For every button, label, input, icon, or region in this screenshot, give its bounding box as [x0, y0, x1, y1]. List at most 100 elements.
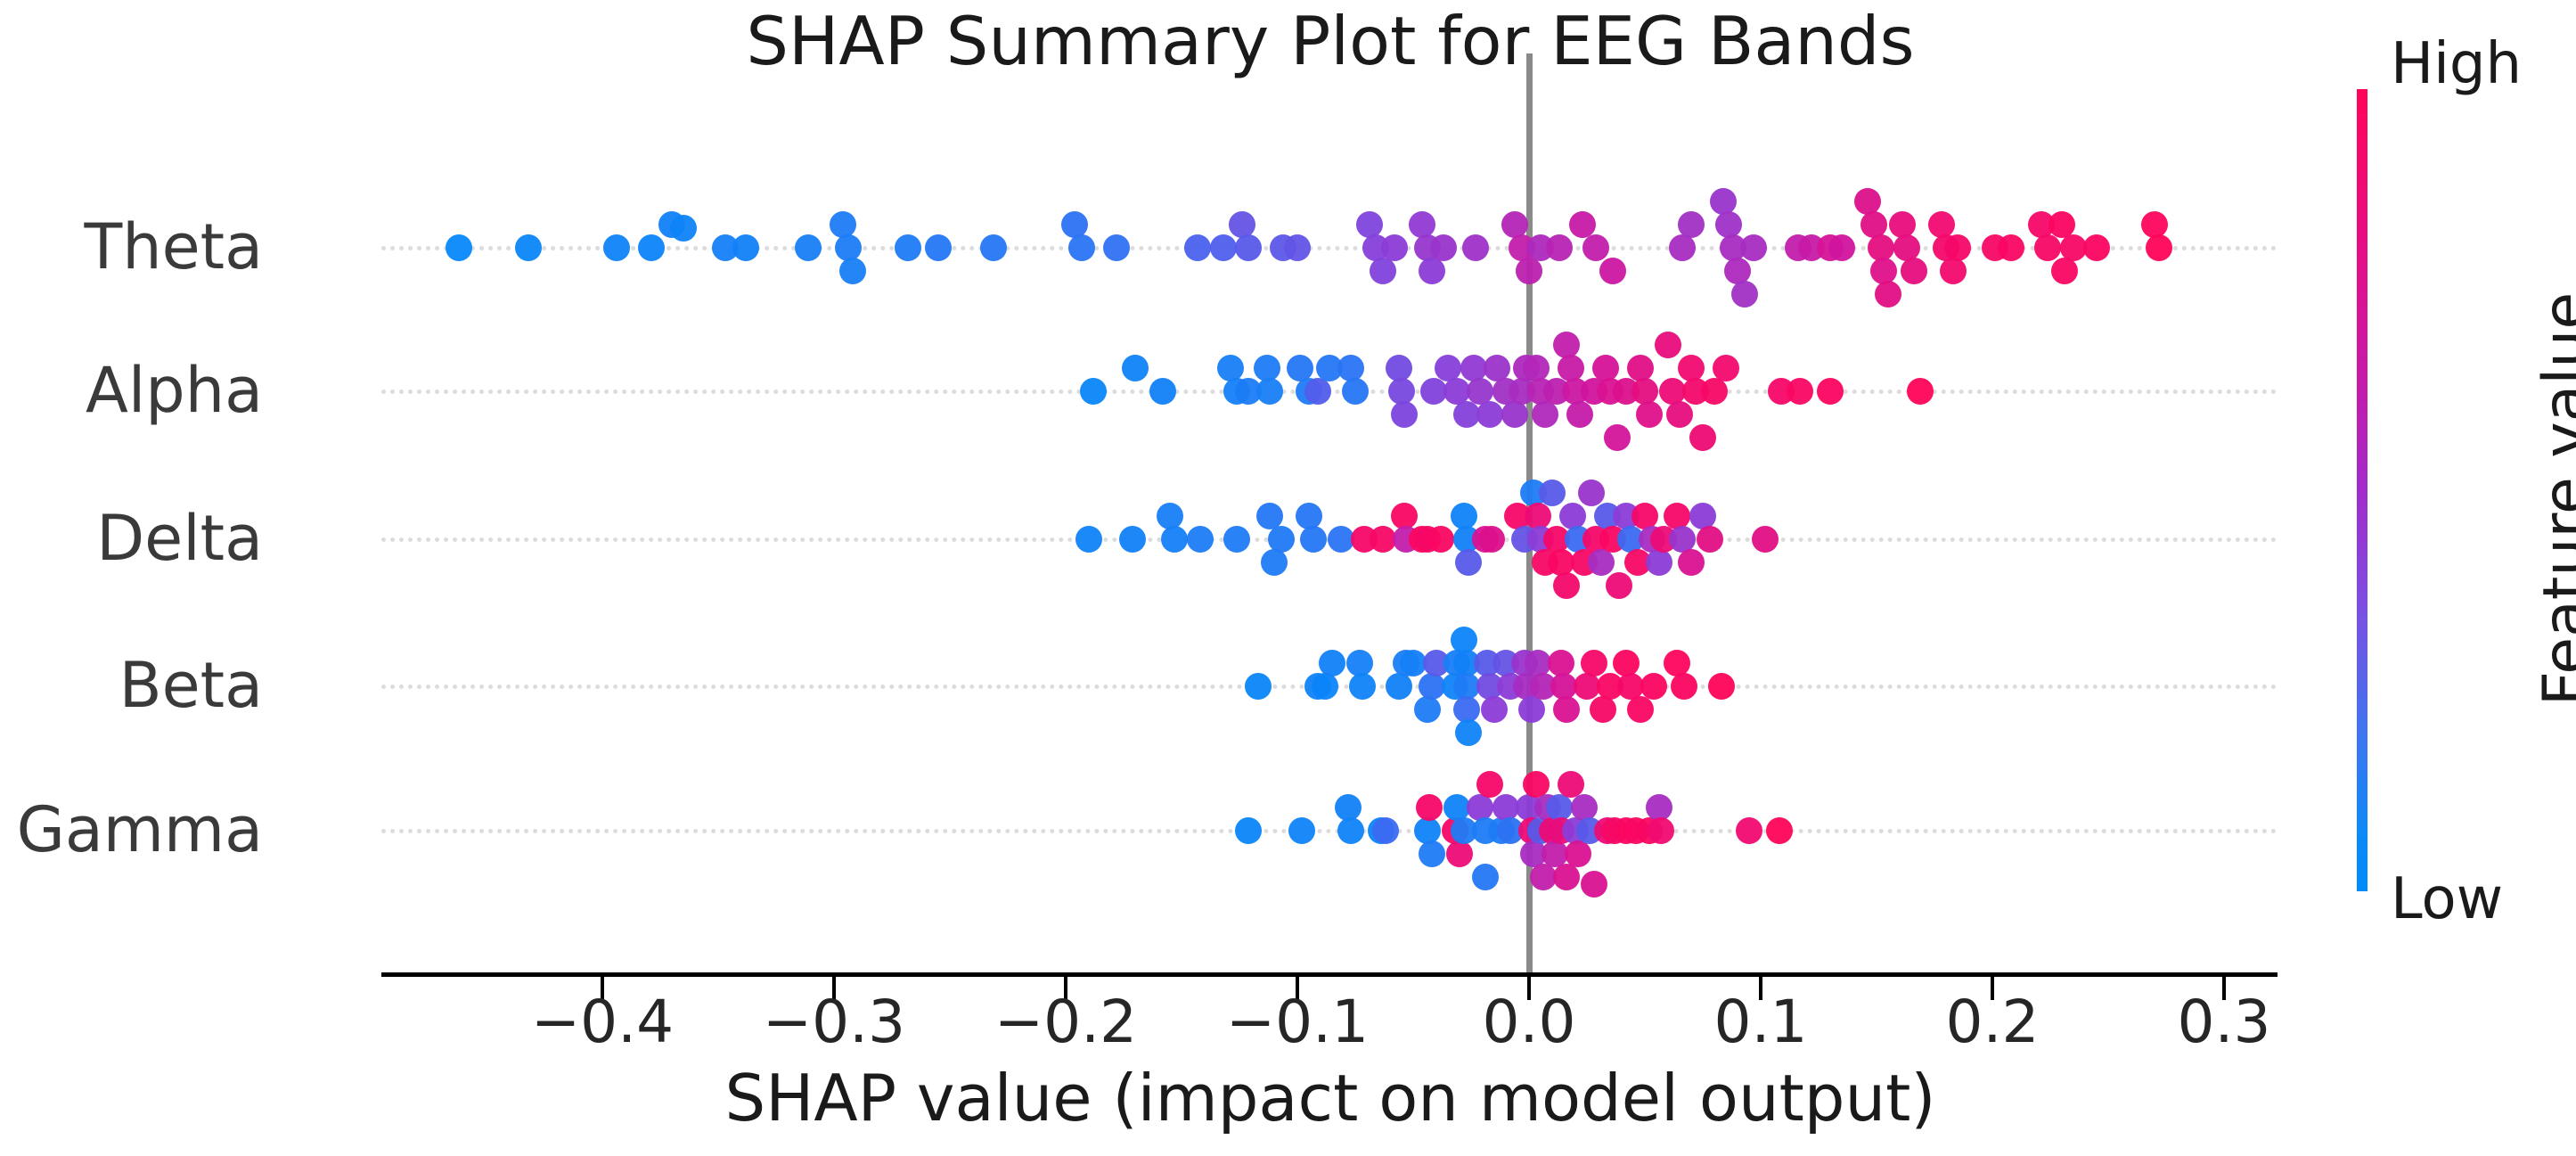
scatter-point [1209, 234, 1237, 261]
scatter-point [1939, 258, 1967, 284]
scatter-point [1296, 503, 1322, 529]
scatter-point [1529, 864, 1557, 890]
x-axis-tick-label: −0.2 [994, 988, 1138, 1056]
scatter-point [1452, 401, 1480, 428]
scatter-point [1557, 771, 1584, 798]
scatter-point [1580, 650, 1607, 676]
y-axis-label: Alpha [85, 354, 263, 427]
scatter-point [1580, 871, 1607, 898]
scatter-point [1545, 794, 1573, 821]
scatter-point [1557, 355, 1584, 381]
scatter-point [1286, 355, 1313, 381]
colorbar-axis-label-text: Feature value [2531, 291, 2576, 707]
colorbar-high-label: High [2391, 31, 2523, 97]
scatter-point [2141, 211, 2168, 238]
x-axis-tick-label: 0.3 [2177, 988, 2271, 1056]
scatter-point [1636, 401, 1664, 428]
scatter-point [1599, 258, 1626, 284]
scatter-point [1571, 794, 1599, 821]
scatter-point [1119, 526, 1147, 553]
scatter-point [1664, 503, 1691, 529]
scatter-point [1501, 211, 1529, 238]
scatter-point [1765, 817, 1793, 844]
scatter-point [1400, 650, 1427, 676]
scatter-point [1304, 378, 1332, 405]
scatter-point [1787, 378, 1814, 405]
scatter-point [1443, 794, 1471, 821]
scatter-point [1689, 503, 1716, 529]
scatter-point [834, 234, 862, 261]
scatter-point [1216, 355, 1244, 381]
scatter-point [1724, 258, 1751, 284]
scatter-point [1587, 549, 1615, 576]
scatter-point [1626, 355, 1654, 381]
scatter-point [1907, 378, 1934, 405]
scatter-point [1342, 378, 1369, 405]
scatter-point [1370, 526, 1397, 553]
scatter-point [1522, 355, 1550, 381]
scatter-point [445, 234, 472, 261]
scatter-point [1525, 650, 1552, 676]
scatter-point [925, 234, 952, 261]
scatter-point [1418, 840, 1445, 867]
scatter-point [1235, 234, 1263, 261]
scatter-point [1446, 840, 1473, 867]
scatter-point [1664, 650, 1691, 676]
scatter-point [1161, 526, 1189, 553]
scatter-point [1467, 378, 1494, 405]
scatter-point [1548, 549, 1575, 576]
x-axis-tick-label: 0.2 [1945, 988, 2040, 1056]
scatter-point [1696, 526, 1723, 553]
scatter-point [1409, 211, 1436, 238]
scatter-point [1689, 424, 1716, 451]
row-gridline [381, 246, 2278, 250]
scatter-point [1348, 673, 1376, 700]
scatter-point [1255, 503, 1283, 529]
scatter-point [1478, 526, 1506, 553]
scatter-point [1435, 355, 1461, 381]
scatter-point [1427, 526, 1455, 553]
scatter-point [1714, 211, 1742, 238]
scatter-point [1386, 673, 1413, 700]
colorbar-gradient [2357, 89, 2367, 891]
scatter-point [1710, 188, 1738, 215]
scatter-point [1648, 817, 1675, 844]
scatter-point [1591, 355, 1619, 381]
scatter-point [1997, 234, 2024, 261]
scatter-point [1451, 503, 1478, 529]
scatter-point [1740, 234, 1768, 261]
x-axis-tick-mark [2222, 977, 2226, 1000]
x-axis-tick-label: −0.1 [1225, 988, 1370, 1056]
row-gridline [381, 829, 2278, 833]
y-axis-label: Theta [84, 210, 263, 283]
scatter-point [1559, 503, 1587, 529]
scatter-point [1900, 258, 1927, 284]
scatter-point [1828, 234, 1855, 261]
scatter-point [1462, 234, 1490, 261]
scatter-point [1390, 401, 1418, 428]
scatter-point [1157, 503, 1183, 529]
scatter-point [1860, 211, 1888, 238]
scatter-point [1617, 673, 1645, 700]
scatter-point [838, 258, 866, 284]
scatter-point [1481, 696, 1508, 723]
scatter-point [1853, 188, 1881, 215]
scatter-point [1244, 673, 1272, 700]
scatter-point [670, 215, 697, 242]
scatter-point [1603, 424, 1631, 451]
scatter-point [2050, 258, 2078, 284]
scatter-point [1645, 549, 1672, 576]
scatter-point [1420, 378, 1448, 405]
scatter-point [2060, 234, 2087, 261]
x-axis-label: SHAP value (impact on model output) [724, 1061, 1936, 1136]
scatter-point [1476, 401, 1503, 428]
x-axis-tick-mark [1296, 977, 1299, 1000]
scatter-point [1061, 211, 1089, 238]
scatter-point [1678, 355, 1705, 381]
scatter-point [1319, 650, 1345, 676]
scatter-point [1590, 696, 1617, 723]
scatter-point [1476, 771, 1503, 798]
scatter-point [1337, 817, 1364, 844]
scatter-point [1429, 234, 1457, 261]
